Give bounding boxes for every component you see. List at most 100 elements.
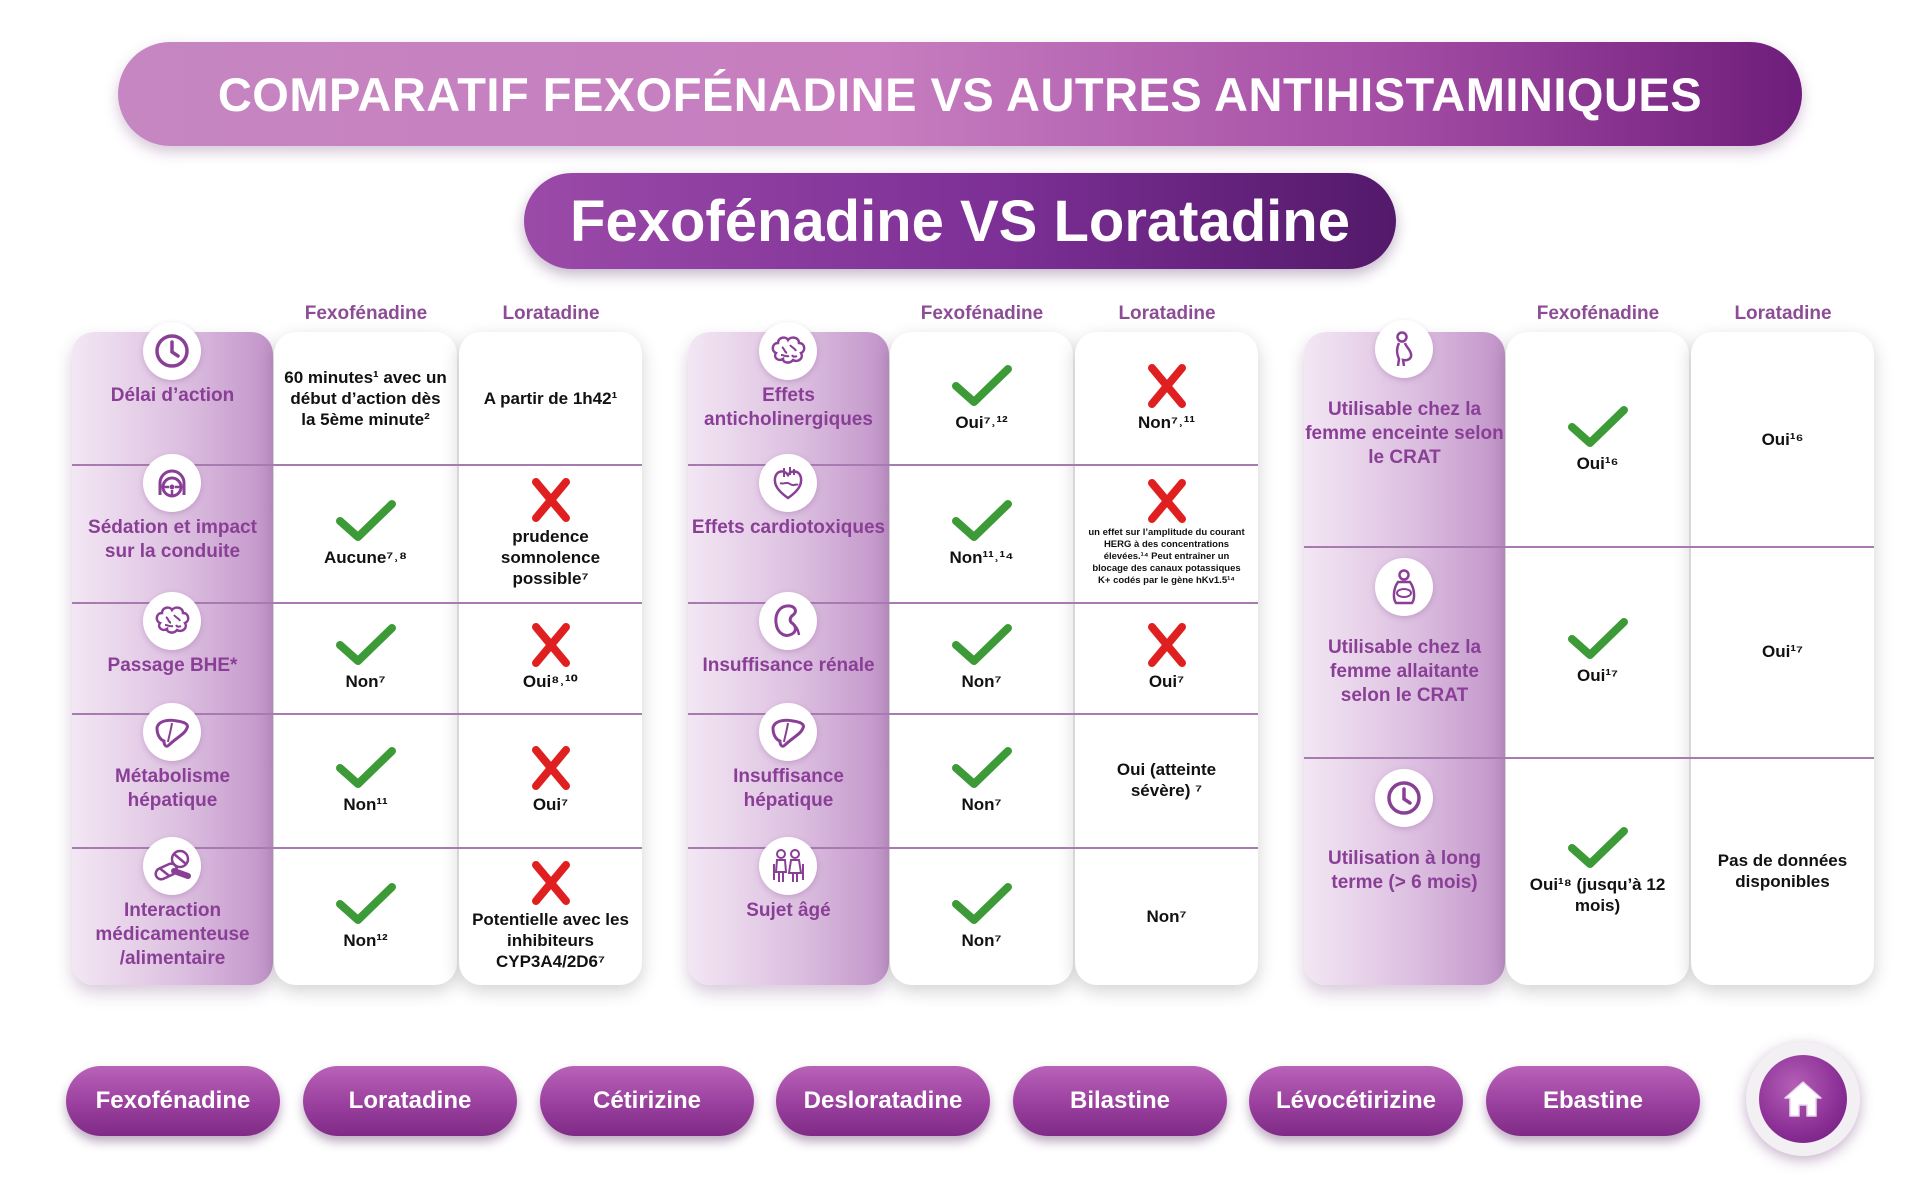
cell-text: Oui (atteinte sévère) ⁷ — [1116, 760, 1217, 800]
fexofenadine-cell: Non¹¹ — [274, 713, 457, 847]
clock-icon — [143, 322, 201, 380]
row-divider — [688, 602, 1258, 604]
fexofenadine-cell: Non⁷ — [890, 602, 1073, 713]
row-divider — [1304, 757, 1874, 759]
fexofenadine-cell: Aucune⁷˒⁸ — [274, 464, 457, 602]
home-button[interactable] — [1746, 1042, 1860, 1156]
row-divider — [72, 847, 642, 849]
cell-text: Oui⁷ — [1148, 672, 1185, 691]
check-icon — [1567, 827, 1628, 868]
cell-text: Non⁷ — [961, 794, 1002, 814]
cell-text: A partir de 1h42¹ — [483, 388, 618, 408]
criterion-label: Sédation et impact sur la conduite — [88, 517, 257, 562]
loratadine-column — [1075, 332, 1258, 985]
nav-button-fexofenadine[interactable]: Fexofénadine — [66, 1066, 280, 1136]
loratadine-cell: Oui⁷ — [459, 713, 642, 847]
criterion-label: Utilisation à long terme (> 6 mois) — [1327, 848, 1482, 893]
cell-text: Non⁷ — [961, 930, 1002, 950]
criterion-label: Effets anticholinergiques — [704, 385, 873, 430]
row-divider — [688, 464, 1258, 466]
fexofenadine-cell: Oui¹⁸ (jusqu’à 12 mois) — [1506, 757, 1689, 985]
brain-icon — [143, 592, 201, 650]
clock-icon — [1375, 769, 1433, 827]
fexofenadine-cell: Non¹¹˒¹⁴ — [890, 464, 1073, 602]
fexofenadine-cell: Oui¹⁷ — [1506, 546, 1689, 757]
nav-button-bilastine[interactable]: Bilastine — [1013, 1066, 1227, 1136]
criterion-label: Insuffisance hépatique — [733, 766, 844, 811]
cross-icon — [531, 860, 570, 905]
criterion-label: Effets cardiotoxiques — [691, 517, 886, 538]
cross-icon — [531, 477, 570, 522]
home-icon — [1759, 1055, 1847, 1143]
loratadine-cell: un effet sur l’amplitude du courant HERG… — [1075, 464, 1258, 602]
loratadine-cell: prudence somnolence possible⁷ — [459, 464, 642, 602]
cell-text: Pas de données disponibles — [1717, 851, 1848, 891]
criterion-label: Utilisable chez la femme allaitante selo… — [1327, 637, 1482, 706]
cell-text: Oui¹⁸ (jusqu’à 12 mois) — [1529, 875, 1666, 915]
brain-icon — [759, 322, 817, 380]
criterion-label: Interaction médicamenteuse /alimentaire — [95, 900, 250, 969]
check-icon — [335, 499, 396, 541]
nav-button-loratadine[interactable]: Loratadine — [303, 1066, 517, 1136]
fexofenadine-cell: Oui¹⁶ — [1506, 332, 1689, 546]
check-icon — [335, 882, 396, 924]
subtitle: Fexofénadine VS Loratadine — [570, 188, 1350, 254]
cell-text: Oui¹⁷ — [1576, 666, 1618, 685]
cell-text: Non¹² — [343, 930, 388, 950]
loratadine-cell: Pas de données disponibles — [1691, 757, 1874, 985]
check-icon — [1567, 618, 1628, 659]
check-icon — [1567, 405, 1628, 447]
cell-text: Non⁷ — [1146, 906, 1187, 926]
nav-button-levocetirizine[interactable]: Lévocétirizine — [1249, 1066, 1463, 1136]
cross-icon — [531, 623, 570, 667]
fexofenadine-cell: Non¹² — [274, 847, 457, 985]
check-icon — [951, 499, 1012, 541]
loratadine-cell: A partir de 1h42¹ — [459, 332, 642, 464]
main-title: COMPARATIF FEXOFÉNADINE VS AUTRES ANTIHI… — [217, 67, 1703, 121]
cell-text: Oui¹⁷ — [1761, 642, 1803, 661]
check-icon — [951, 882, 1012, 924]
loratadine-column — [459, 332, 642, 985]
loratadine-cell: Oui (atteinte sévère) ⁷ — [1075, 713, 1258, 847]
check-icon — [335, 746, 396, 788]
criterion-label: Utilisable chez la femme enceinte selon … — [1305, 399, 1504, 468]
loratadine-cell: Oui⁸˒¹⁰ — [459, 602, 642, 713]
column-header-fexofenadine: Fexofénadine — [1536, 303, 1660, 324]
loratadine-cell: Oui¹⁷ — [1691, 546, 1874, 757]
criterion-label: Délai d’action — [110, 385, 235, 406]
row-divider — [72, 602, 642, 604]
loratadine-column — [1691, 332, 1874, 985]
comparison-panel: Fexofénadine Loratadine Utilisable chez la… — [1304, 303, 1884, 985]
cell-text: Oui⁷˒¹² — [955, 412, 1008, 432]
pills-icon — [143, 837, 201, 895]
fexofenadine-cell: Oui⁷˒¹² — [890, 332, 1073, 464]
nav-button-desloratadine[interactable]: Desloratadine — [776, 1066, 990, 1136]
subtitle-banner: Fexofénadine VS Loratadine — [524, 173, 1396, 269]
main-title-banner: COMPARATIF FEXOFÉNADINE VS AUTRES ANTIHI… — [118, 42, 1802, 146]
cell-text: Oui⁷ — [532, 794, 569, 814]
criterion-label: Métabolisme hépatique — [114, 766, 231, 811]
cell-text: Oui⁸˒¹⁰ — [522, 672, 579, 691]
row-divider — [72, 464, 642, 466]
kidney-icon — [759, 592, 817, 650]
check-icon — [951, 624, 1012, 665]
fexofenadine-column — [1506, 332, 1689, 985]
check-icon — [335, 624, 396, 665]
criterion-label: Passage BHE* — [107, 655, 238, 676]
cell-text: Potentielle avec les inhibiteurs CYP3A4/… — [472, 909, 629, 971]
nav-button-cetirizine[interactable]: Cétirizine — [540, 1066, 754, 1136]
check-icon — [951, 746, 1012, 788]
cell-text: 60 minutes¹ avec un début d’action dès l… — [284, 367, 447, 429]
loratadine-cell: Non⁷ — [1075, 847, 1258, 985]
cell-text: Oui¹⁶ — [1761, 429, 1804, 449]
cell-text: Non⁷ — [345, 672, 386, 691]
cell-text: Non⁷ — [961, 672, 1002, 691]
loratadine-cell: Potentielle avec les inhibiteurs CYP3A4/… — [459, 847, 642, 985]
column-header-loratadine: Loratadine — [1118, 303, 1216, 324]
breastfeeding-icon — [1375, 558, 1433, 616]
loratadine-cell: Oui⁷ — [1075, 602, 1258, 713]
nav-button-ebastine[interactable]: Ebastine — [1486, 1066, 1700, 1136]
loratadine-cell: Oui¹⁶ — [1691, 332, 1874, 546]
fexofenadine-cell: Non⁷ — [890, 847, 1073, 985]
criteria-column — [1304, 332, 1505, 985]
